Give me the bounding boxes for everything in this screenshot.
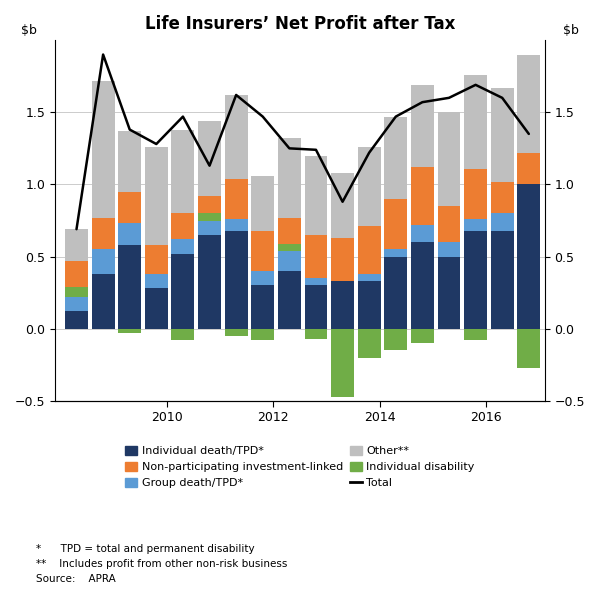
Bar bbox=[305, 235, 328, 278]
Bar bbox=[198, 213, 221, 221]
Bar bbox=[358, 147, 380, 227]
Bar bbox=[305, 156, 328, 235]
Bar bbox=[118, 245, 141, 329]
Bar bbox=[198, 196, 221, 213]
Bar bbox=[464, 168, 487, 219]
Bar bbox=[464, 329, 487, 340]
Bar bbox=[278, 138, 301, 218]
Bar bbox=[172, 130, 194, 213]
Bar bbox=[172, 239, 194, 254]
Bar bbox=[331, 238, 354, 281]
Bar bbox=[145, 245, 168, 274]
Bar bbox=[517, 329, 540, 368]
Bar bbox=[358, 227, 380, 274]
Text: **    Includes profit from other non-risk business: ** Includes profit from other non-risk b… bbox=[36, 559, 287, 569]
Bar bbox=[92, 81, 115, 218]
Bar bbox=[278, 243, 301, 251]
Bar bbox=[278, 218, 301, 243]
Bar bbox=[305, 285, 328, 329]
Bar bbox=[65, 311, 88, 329]
Text: *      TPD = total and permanent disability: * TPD = total and permanent disability bbox=[36, 544, 254, 554]
Bar bbox=[118, 224, 141, 245]
Bar bbox=[65, 229, 88, 261]
Title: Life Insurers’ Net Profit after Tax: Life Insurers’ Net Profit after Tax bbox=[145, 15, 455, 33]
Bar bbox=[278, 251, 301, 271]
Bar bbox=[385, 257, 407, 329]
Bar bbox=[464, 75, 487, 168]
Bar bbox=[358, 281, 380, 329]
Bar bbox=[92, 274, 115, 329]
Bar bbox=[464, 219, 487, 231]
Bar bbox=[65, 287, 88, 297]
Bar bbox=[437, 206, 460, 242]
Bar bbox=[278, 271, 301, 329]
Bar bbox=[225, 231, 248, 329]
Bar bbox=[491, 231, 514, 329]
Bar bbox=[65, 261, 88, 287]
Bar bbox=[118, 329, 141, 333]
Bar bbox=[411, 225, 434, 242]
Bar bbox=[358, 274, 380, 281]
Bar bbox=[305, 278, 328, 285]
Bar bbox=[437, 257, 460, 329]
Bar bbox=[145, 288, 168, 329]
Bar bbox=[118, 192, 141, 224]
Bar bbox=[225, 219, 248, 231]
Bar bbox=[358, 329, 380, 358]
Bar bbox=[385, 329, 407, 350]
Bar bbox=[491, 88, 514, 182]
Bar bbox=[411, 85, 434, 167]
Bar bbox=[437, 112, 460, 206]
Text: $b: $b bbox=[563, 23, 579, 37]
Text: Source:    APRA: Source: APRA bbox=[36, 574, 116, 584]
Bar bbox=[172, 254, 194, 329]
Bar bbox=[437, 242, 460, 257]
Legend: Individual death/TPD*, Non-participating investment-linked, Group death/TPD*, Ot: Individual death/TPD*, Non-participating… bbox=[122, 442, 478, 492]
Bar bbox=[172, 213, 194, 239]
Bar bbox=[517, 55, 540, 153]
Bar bbox=[118, 131, 141, 192]
Bar bbox=[491, 213, 514, 231]
Text: $b: $b bbox=[21, 23, 37, 37]
Bar bbox=[251, 175, 274, 231]
Bar bbox=[145, 274, 168, 288]
Bar bbox=[92, 218, 115, 249]
Bar bbox=[198, 221, 221, 235]
Bar bbox=[385, 117, 407, 199]
Bar bbox=[172, 329, 194, 340]
Bar bbox=[198, 121, 221, 196]
Bar bbox=[411, 329, 434, 343]
Bar bbox=[251, 271, 274, 285]
Bar bbox=[65, 297, 88, 311]
Bar bbox=[331, 173, 354, 238]
Bar bbox=[331, 329, 354, 397]
Bar bbox=[251, 285, 274, 329]
Bar bbox=[305, 329, 328, 339]
Bar bbox=[517, 185, 540, 329]
Bar bbox=[251, 329, 274, 340]
Bar bbox=[331, 281, 354, 329]
Bar bbox=[92, 249, 115, 274]
Bar bbox=[145, 147, 168, 245]
Bar bbox=[385, 249, 407, 257]
Bar bbox=[385, 199, 407, 249]
Bar bbox=[225, 329, 248, 336]
Bar bbox=[198, 235, 221, 329]
Bar bbox=[464, 231, 487, 329]
Bar bbox=[517, 153, 540, 185]
Bar bbox=[491, 182, 514, 213]
Bar bbox=[411, 242, 434, 329]
Bar bbox=[411, 167, 434, 225]
Bar bbox=[251, 231, 274, 271]
Bar bbox=[225, 178, 248, 219]
Bar bbox=[225, 95, 248, 178]
